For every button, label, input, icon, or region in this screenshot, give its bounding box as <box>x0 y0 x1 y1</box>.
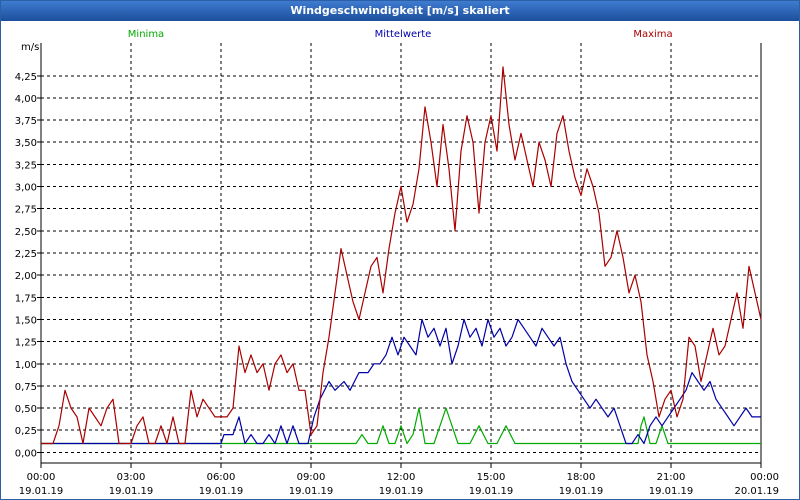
y-tick-label: 4,25 <box>15 72 37 83</box>
y-tick-label: 1,75 <box>15 293 37 304</box>
x-tick-time: 09:00 <box>297 472 326 483</box>
window-title: Windgeschwindigkeit [m/s] skaliert <box>1 1 799 21</box>
x-tick-date: 19.01.19 <box>19 486 64 497</box>
series-line-maxima <box>41 66 762 445</box>
y-tick-label: 3,00 <box>15 183 37 194</box>
x-tick-time: 12:00 <box>387 472 416 483</box>
series-line-minima <box>41 407 761 445</box>
legend-mittelwerte: Mittelwerte <box>375 29 432 40</box>
y-tick-label: 3,50 <box>15 138 37 149</box>
y-tick-label: 3,25 <box>15 160 37 171</box>
x-tick-time: 03:00 <box>117 472 146 483</box>
x-axis-ticks: 00:00 19.01.19 03:00 19.01.19 06:00 19.01.19 0… <box>19 463 779 497</box>
x-tick-time: 06:00 <box>207 472 236 483</box>
x-tick-time: 15:00 <box>477 472 506 483</box>
x-tick-date: 20.01.19 <box>734 486 779 497</box>
y-tick-label: 0,50 <box>15 404 37 415</box>
y-tick-label: 2,50 <box>15 227 37 238</box>
y-axis-ticks: 0,00 0,25 0,50 0,75 1,00 1,25 1,50 1,75 2,00 2,25… <box>15 72 41 459</box>
x-tick-date: 19.01.19 <box>469 486 514 497</box>
x-tick-date: 19.01.19 <box>289 486 334 497</box>
legend: Minima Mittelwerte Maxima <box>128 29 673 40</box>
y-tick-label: 2,75 <box>15 205 37 216</box>
x-tick-date: 19.01.19 <box>559 486 604 497</box>
y-tick-label: 1,25 <box>15 338 37 349</box>
y-tick-label: 0,75 <box>15 382 37 393</box>
y-tick-label: 0,00 <box>15 448 37 459</box>
x-tick-date: 19.01.19 <box>109 486 154 497</box>
x-tick-time: 00:00 <box>750 472 779 483</box>
y-tick-label: 1,00 <box>15 360 37 371</box>
y-tick-label: 2,25 <box>15 249 37 260</box>
x-tick-time: 21:00 <box>657 472 686 483</box>
legend-maxima: Maxima <box>633 29 672 40</box>
y-tick-label: 0,25 <box>15 426 37 437</box>
x-tick-time: 00:00 <box>27 472 56 483</box>
x-tick-date: 19.01.19 <box>379 486 424 497</box>
x-tick-date: 19.01.19 <box>199 486 244 497</box>
x-tick-time: 18:00 <box>567 472 596 483</box>
y-tick-label: 1,50 <box>15 315 37 326</box>
y-tick-label: 2,00 <box>15 271 37 282</box>
y-axis-label: m/s <box>21 42 39 53</box>
y-tick-label: 4,00 <box>15 94 37 105</box>
y-tick-label: 3,75 <box>15 116 37 127</box>
series-lines <box>41 66 762 445</box>
legend-minima: Minima <box>128 29 164 40</box>
x-tick-date: 19.01.19 <box>649 486 694 497</box>
